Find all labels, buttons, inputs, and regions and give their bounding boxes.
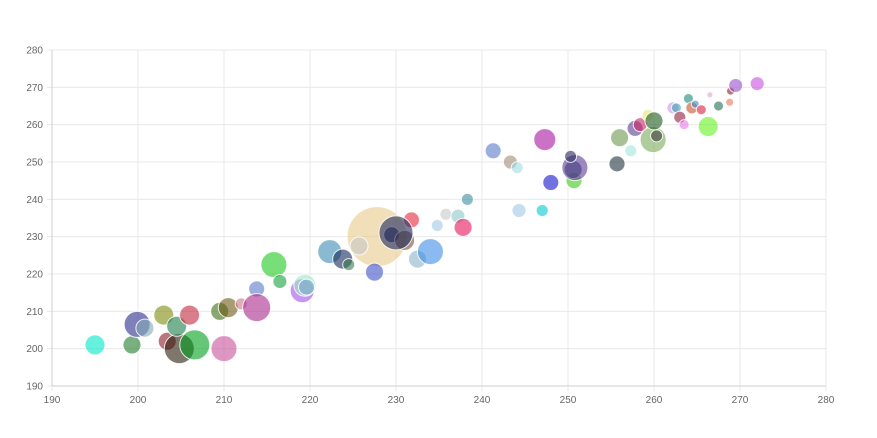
bubble-point[interactable] — [608, 155, 626, 173]
y-tick-label: 240 — [26, 195, 43, 206]
bubble-point[interactable] — [179, 304, 201, 326]
bubble-point[interactable] — [610, 128, 630, 148]
bubble-point[interactable] — [749, 76, 765, 92]
bubble-point[interactable] — [179, 329, 211, 361]
tick-labels: 190 200 210 220 230 240 250 260 270 280 190 200 210 2… — [26, 46, 834, 407]
bubble-point[interactable] — [644, 111, 664, 131]
x-tick-label: 190 — [44, 395, 61, 406]
x-tick-label: 220 — [302, 395, 319, 406]
bubble-point[interactable] — [298, 278, 316, 296]
bubble-point[interactable] — [510, 161, 524, 175]
y-tick-label: 280 — [26, 46, 43, 57]
y-tick-label: 260 — [26, 120, 43, 131]
bubble-point[interactable] — [697, 116, 719, 138]
bubble-point[interactable] — [533, 128, 557, 152]
x-tick-label: 240 — [474, 395, 491, 406]
bubble-point[interactable] — [430, 218, 444, 232]
bubble-point[interactable] — [439, 207, 453, 221]
bubble-point[interactable] — [484, 142, 502, 160]
y-tick-label: 210 — [26, 307, 43, 318]
bubble-point[interactable] — [122, 335, 142, 355]
bubble-point[interactable] — [511, 203, 527, 219]
bubble-point[interactable] — [624, 144, 638, 158]
bubble-point[interactable] — [210, 335, 238, 363]
axes — [51, 50, 826, 387]
bubble-point[interactable] — [135, 318, 155, 338]
bubble-point[interactable] — [84, 334, 106, 356]
y-tick-label: 250 — [26, 158, 43, 169]
x-tick-label: 210 — [216, 395, 233, 406]
bubble-point[interactable] — [349, 236, 369, 256]
x-tick-label: 270 — [732, 395, 749, 406]
bubble-point[interactable] — [217, 297, 239, 319]
bubble-point[interactable] — [342, 258, 356, 272]
bubble-point[interactable] — [706, 91, 714, 99]
bubble-point[interactable] — [453, 217, 473, 237]
y-tick-label: 200 — [26, 344, 43, 355]
bubble-point[interactable] — [564, 149, 578, 163]
x-tick-label: 260 — [646, 395, 663, 406]
x-tick-label: 230 — [388, 395, 405, 406]
bubble-point[interactable] — [725, 97, 735, 107]
bubbles — [84, 76, 765, 365]
bubble-point[interactable] — [260, 251, 288, 279]
x-tick-label: 200 — [130, 395, 147, 406]
bubble-point[interactable] — [242, 293, 272, 323]
bubble-point[interactable] — [535, 204, 549, 218]
bubble-point[interactable] — [650, 129, 664, 143]
y-tick-label: 190 — [26, 382, 43, 393]
y-tick-label: 230 — [26, 232, 43, 243]
bubble-point[interactable] — [713, 100, 724, 112]
bubble-point[interactable] — [365, 262, 384, 282]
bubble-point[interactable] — [678, 119, 690, 131]
bubble-point[interactable] — [378, 215, 414, 251]
bubble-point[interactable] — [272, 273, 288, 289]
y-tick-label: 220 — [26, 270, 43, 281]
bubble-point[interactable] — [416, 238, 444, 266]
bubble-point[interactable] — [695, 104, 707, 116]
bubble-point[interactable] — [728, 77, 744, 93]
bubble-point[interactable] — [460, 192, 474, 206]
y-tick-label: 270 — [26, 83, 43, 94]
bubble-point[interactable] — [542, 174, 560, 192]
x-tick-label: 250 — [560, 395, 577, 406]
x-tick-label: 280 — [818, 395, 835, 406]
